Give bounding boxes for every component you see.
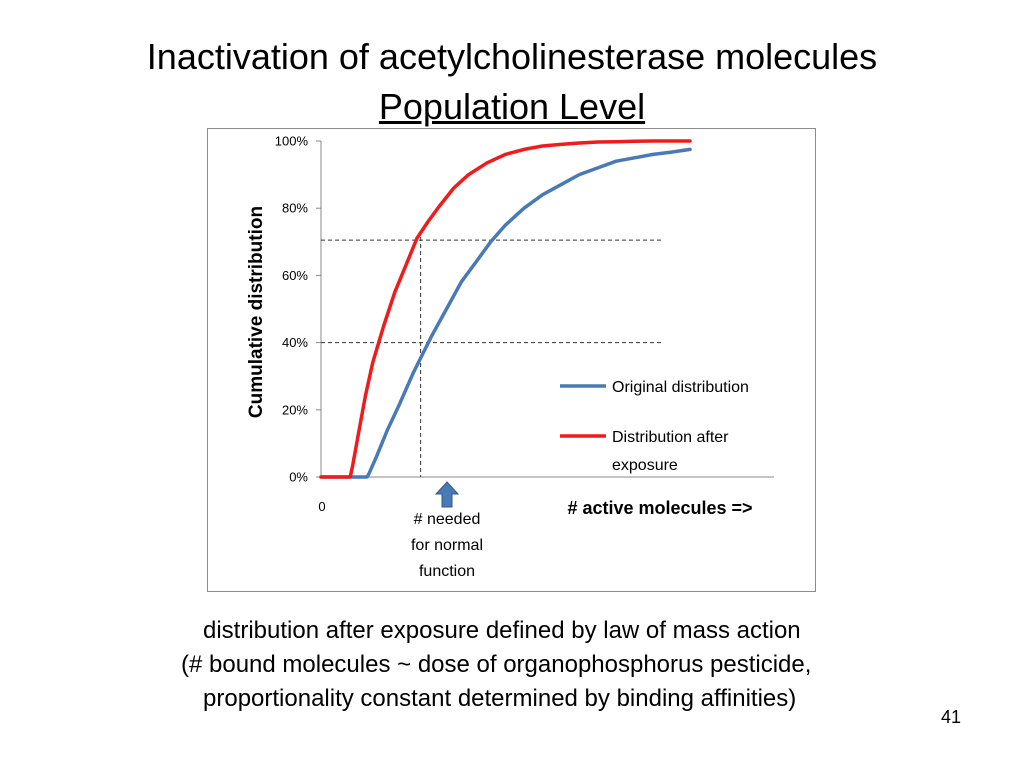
legend-label-exposure-line: exposure bbox=[612, 457, 678, 474]
legend-label-original: Original distribution bbox=[612, 379, 749, 396]
annotation-line-3: function bbox=[419, 563, 475, 580]
x-tick-label: 0 bbox=[318, 499, 325, 514]
series-line-exposure bbox=[319, 139, 692, 479]
slide-title: Inactivation of acetylcholinesterase mol… bbox=[146, 36, 878, 77]
y-tick-label: 20% bbox=[282, 402, 308, 417]
legend-label-exposure: Distribution after exposure bbox=[612, 429, 729, 474]
arrow-icon bbox=[434, 481, 460, 508]
slide-subtitle: Population Level bbox=[378, 86, 646, 127]
caption-line-3: proportionality constant determined by b… bbox=[203, 685, 797, 712]
annotation-line-1: # needed bbox=[414, 511, 481, 528]
y-tick-label: 100% bbox=[275, 134, 309, 149]
y-tick-label: 60% bbox=[282, 268, 308, 283]
legend-label-exposure-line: Distribution after bbox=[612, 429, 729, 446]
legend: Original distribution Distribution after… bbox=[560, 379, 749, 474]
series-line-original bbox=[319, 147, 692, 479]
page-number: 41 bbox=[941, 707, 962, 727]
x-axis-label: # active molecules => bbox=[567, 498, 752, 518]
caption-line-1: distribution after exposure defined by l… bbox=[203, 617, 801, 644]
y-tick-label: 0% bbox=[289, 470, 308, 485]
y-tick-label: 80% bbox=[282, 201, 308, 216]
y-axis-label: Cumulative distribution bbox=[246, 206, 267, 418]
chart-frame bbox=[207, 128, 816, 592]
caption-line-2: (# bound molecules ~ dose of organophosp… bbox=[181, 651, 812, 678]
annotation-line-2: for normal bbox=[411, 537, 483, 554]
y-tick-label: 40% bbox=[282, 335, 308, 350]
